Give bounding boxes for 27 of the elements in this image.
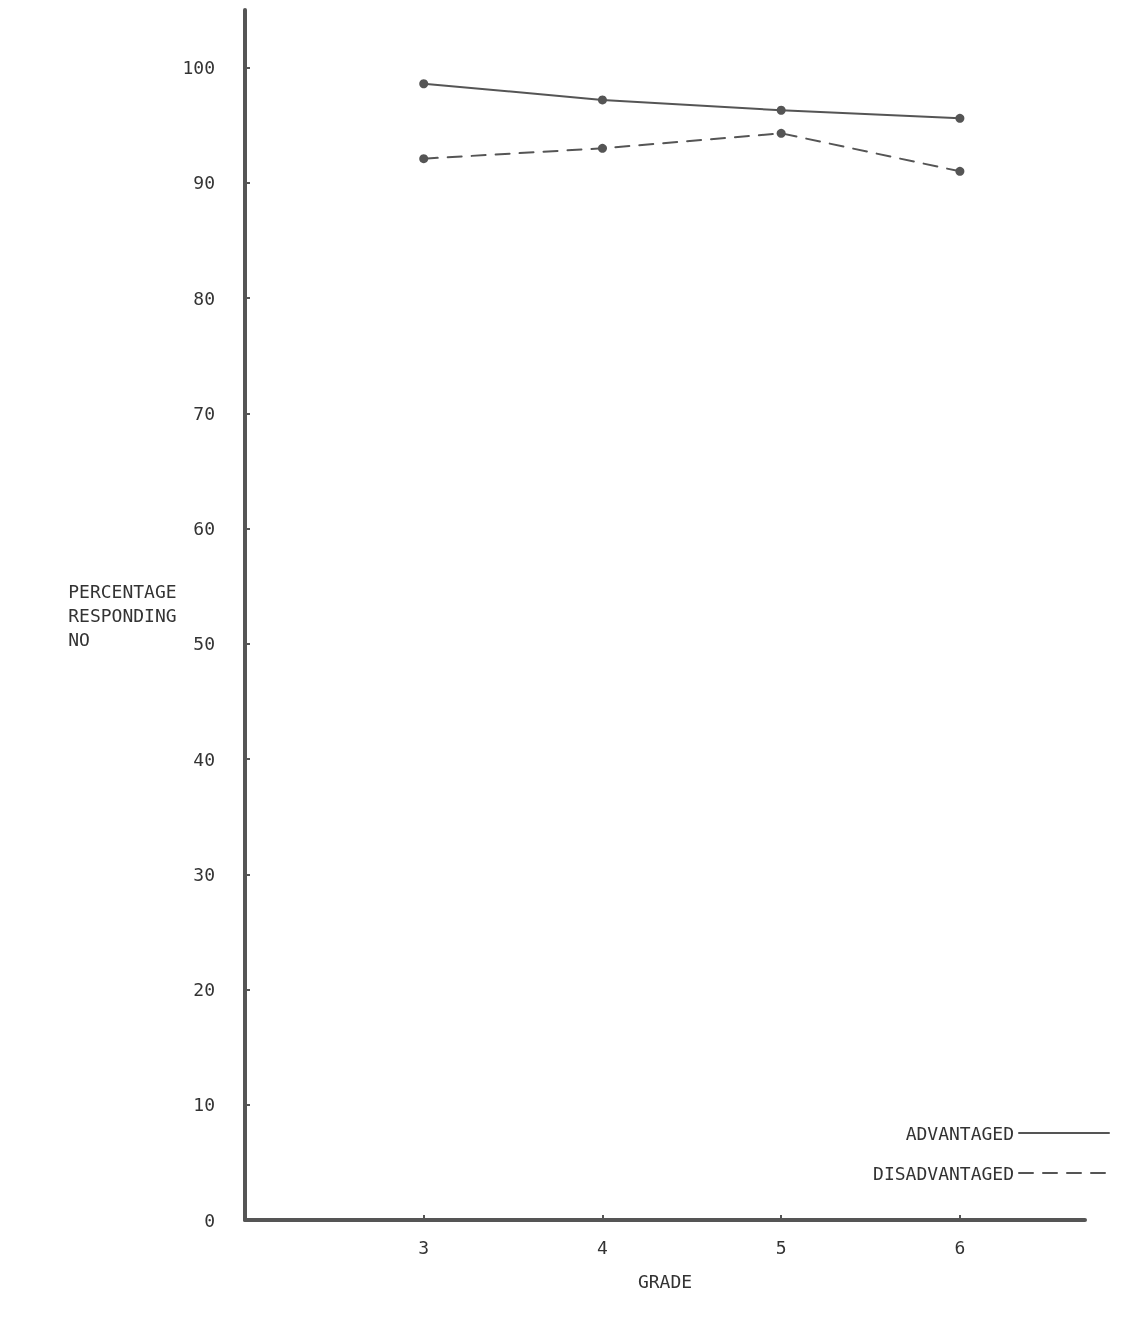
y-tick-label: 90 bbox=[193, 172, 215, 194]
x-tick-label: 6 bbox=[954, 1236, 966, 1258]
y-tick-label: 0 bbox=[204, 1209, 215, 1231]
y-tick-label: 50 bbox=[193, 633, 215, 655]
legend-label: ADVANTAGED bbox=[905, 1122, 1014, 1144]
y-axis-title: PERCENTAGE RESPONDING NO bbox=[68, 580, 177, 650]
y-tick-label: 40 bbox=[193, 748, 215, 770]
y-tick-label: 30 bbox=[193, 863, 215, 885]
y-tick-label: 60 bbox=[193, 518, 215, 540]
x-tick-label: 5 bbox=[775, 1236, 787, 1258]
point bbox=[776, 105, 786, 115]
y-tick-label: 70 bbox=[193, 402, 215, 424]
x-tick-label: 3 bbox=[418, 1236, 430, 1258]
legend-label: DISADVANTAGED bbox=[873, 1162, 1014, 1184]
point bbox=[419, 154, 429, 164]
x-axis-title: GRADE bbox=[637, 1270, 693, 1292]
point bbox=[776, 128, 786, 138]
point bbox=[597, 143, 607, 153]
y-tick-label: 100 bbox=[182, 57, 215, 79]
y-tick-label: 20 bbox=[193, 979, 215, 1001]
point bbox=[955, 113, 965, 123]
point bbox=[597, 95, 607, 105]
y-tick-label: 10 bbox=[193, 1094, 215, 1116]
x-tick-label: 4 bbox=[597, 1236, 608, 1258]
point bbox=[955, 166, 965, 176]
point bbox=[419, 79, 429, 89]
y-tick-label: 80 bbox=[193, 287, 215, 309]
